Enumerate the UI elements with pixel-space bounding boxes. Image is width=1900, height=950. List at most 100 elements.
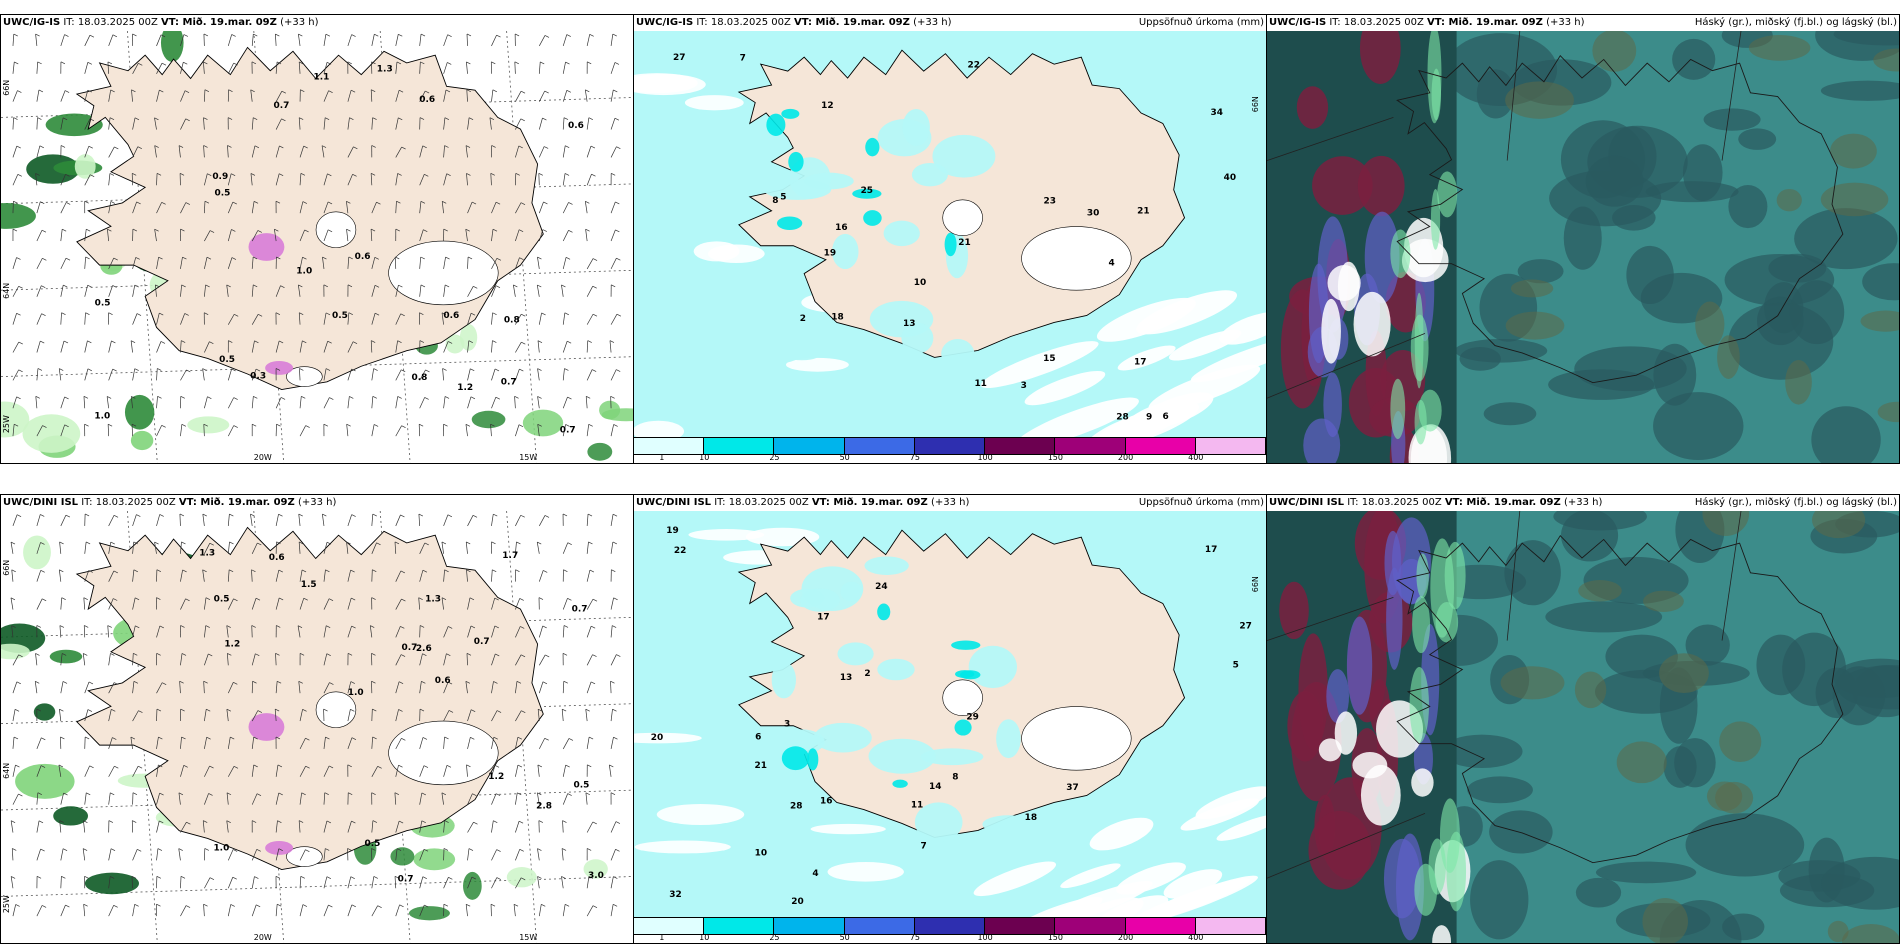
precip-value-label: 2.8 [536,801,552,811]
colorbar-label: 200 [1117,933,1134,942]
precip-value-label: 1.0 [94,411,110,421]
precip-value-label: 2 [800,314,806,324]
colorbar-swatch [704,438,775,454]
precip-value-label: 9 [1146,412,1152,422]
colorbar-label: 75 [909,453,920,462]
colorbar-swatch [1125,438,1196,454]
precip-value-label: 15 [1043,354,1055,364]
panel-title: UWC/DINI ISL IT: 18.03.2025 00Z VT: Mið.… [3,496,337,510]
precip-value-label: 0.6 [435,676,451,686]
precip-value-label: 29 [966,712,978,722]
precip-value-label: 5 [1233,660,1239,670]
lon-tick-label: 20W [254,933,272,942]
colorbar-swatch [1125,918,1196,934]
panel-p6: UWC/DINI ISL IT: 18.03.2025 00Z VT: Mið.… [1266,494,1900,944]
colorbar-label: 150 [1047,453,1063,462]
lon-tick-label: 15W [519,453,537,462]
precip-value-label: 27 [673,53,685,63]
precip-value-label: 22 [674,546,686,556]
precip-value-label: 0.8 [504,315,520,325]
precip-value-label: 23 [1044,197,1056,207]
panel-p4: UWC/DINI ISL IT: 18.03.2025 00Z VT: Mið.… [0,494,634,944]
panel-p2: UWC/IG-IS IT: 18.03.2025 00Z VT: Mið. 19… [633,14,1267,464]
colorbar-label: 25 [769,933,780,942]
precip-value-label: 24 [875,582,887,592]
colorbar-label: 400 [1188,453,1204,462]
precip-value-label: 12 [821,101,833,111]
precip-value-label: 1.3 [425,595,441,605]
precip-value-label: 5 [780,193,786,203]
precip-value-label: 2.6 [416,644,432,654]
colorbar-label: 400 [1188,933,1204,942]
colorbar-label: 25 [769,453,780,462]
precip-value-label: 0.7 [474,637,490,647]
precip-value-label: 0.6 [269,553,285,563]
map-wind-precip: 0.6 0.7 0.6 1.3 1.0 0.5 0.7 2.6 1.5 1.3 1.2 1.0 0.5 2… [1,511,633,943]
precip-value-label: 18 [1025,813,1037,823]
precip-value-label: 2 [864,669,870,679]
precip-value-label: 7 [920,841,926,851]
precip-value-label: 21 [754,761,766,771]
panel-title: UWC/IG-IS IT: 18.03.2025 00Z VT: Mið. 19… [1269,16,1585,30]
panel-title: UWC/IG-IS IT: 18.03.2025 00Z VT: Mið. 19… [636,16,952,30]
colorbar-swatch [634,918,705,934]
precip-value-label: 0.6 [443,311,459,321]
precip-value-label: 1.0 [296,267,312,277]
precip-value-label: 21 [1137,207,1149,217]
lat-tick-label: 66N [2,80,11,96]
map-accumulated-precip: 22 19 20 17 27 18 24 16 32 37 28 29 20 21 14 13 11 10 17 2 5… [634,511,1266,917]
precip-value-label: 11 [974,379,986,389]
precip-value-label: 3.0 [588,871,604,881]
colorbar-label: 1 [659,453,665,462]
precip-value-label: 21 [958,238,970,248]
precip-value-label: 32 [669,890,681,900]
precip-value-label: 3 [1021,381,1027,391]
precip-value-label: 25 [861,186,873,196]
precip-value-label: 0.5 [95,299,111,309]
panel-p1: UWC/IG-IS IT: 18.03.2025 00Z VT: Mið. 19… [0,14,634,464]
precip-value-label: 28 [790,801,802,811]
panel-title: UWC/IG-IS IT: 18.03.2025 00Z VT: Mið. 19… [3,16,319,30]
panel-p3: UWC/IG-IS IT: 18.03.2025 00Z VT: Mið. 19… [1266,14,1900,464]
precip-value-label: 0.6 [568,121,584,131]
panel-p5: UWC/DINI ISL IT: 18.03.2025 00Z VT: Mið.… [633,494,1267,944]
colorbar-label: 75 [909,933,920,942]
precip-value-label: 0.3 [250,372,266,382]
colorbar-swatch [985,918,1056,934]
precip-value-label: 6 [1163,412,1169,422]
colorbar-swatch [704,918,775,934]
precip-value-label: 37 [1066,783,1078,793]
colorbar-label: 200 [1117,453,1134,462]
colorbar-label: 1 [659,933,665,942]
precip-value-label: 0.5 [574,781,590,791]
precip-value-label: 8 [772,196,778,206]
panel-variable-label: Uppsöfnuð úrkoma (mm) [1138,496,1264,510]
precip-value-label: 1.7 [502,551,518,561]
precip-value-label: 30 [1087,209,1099,219]
precip-value-label: 1.3 [199,549,215,559]
colorbar-swatch [914,918,986,934]
precip-value-label: 11 [911,800,923,810]
colorbar-swatch [1055,438,1126,454]
lon-tick-label: 25W [2,415,11,433]
colorbar-label: 10 [699,453,710,462]
precip-value-label: 0.8 [412,373,428,383]
precip-value-label: 1.3 [377,65,393,75]
colorbar-label: 50 [839,933,850,942]
precip-value-label: 0.5 [215,189,231,199]
precip-value-label: 16 [820,797,832,807]
lat-tick-label: 64N [2,763,11,779]
lon-tick-label: 25W [2,895,11,913]
precip-value-label: 6 [755,732,761,742]
precip-value-label: 1.0 [348,688,364,698]
precip-value-label: 0.7 [273,101,289,111]
precip-value-label: 1.5 [301,580,317,590]
precip-value-label: 1.0 [213,843,229,853]
map-cloud-cover [1267,31,1899,463]
colorbar-swatch [844,438,915,454]
panel-variable-label: Háský (gr.), miðský (fj.bl.) og lágský (… [1694,16,1897,30]
colorbar-swatch [844,918,915,934]
precip-value-label: 0.5 [219,355,235,365]
panel-variable-label: Háský (gr.), miðský (fj.bl.) og lágský (… [1694,496,1897,510]
precip-value-label: 0.9 [212,172,228,182]
